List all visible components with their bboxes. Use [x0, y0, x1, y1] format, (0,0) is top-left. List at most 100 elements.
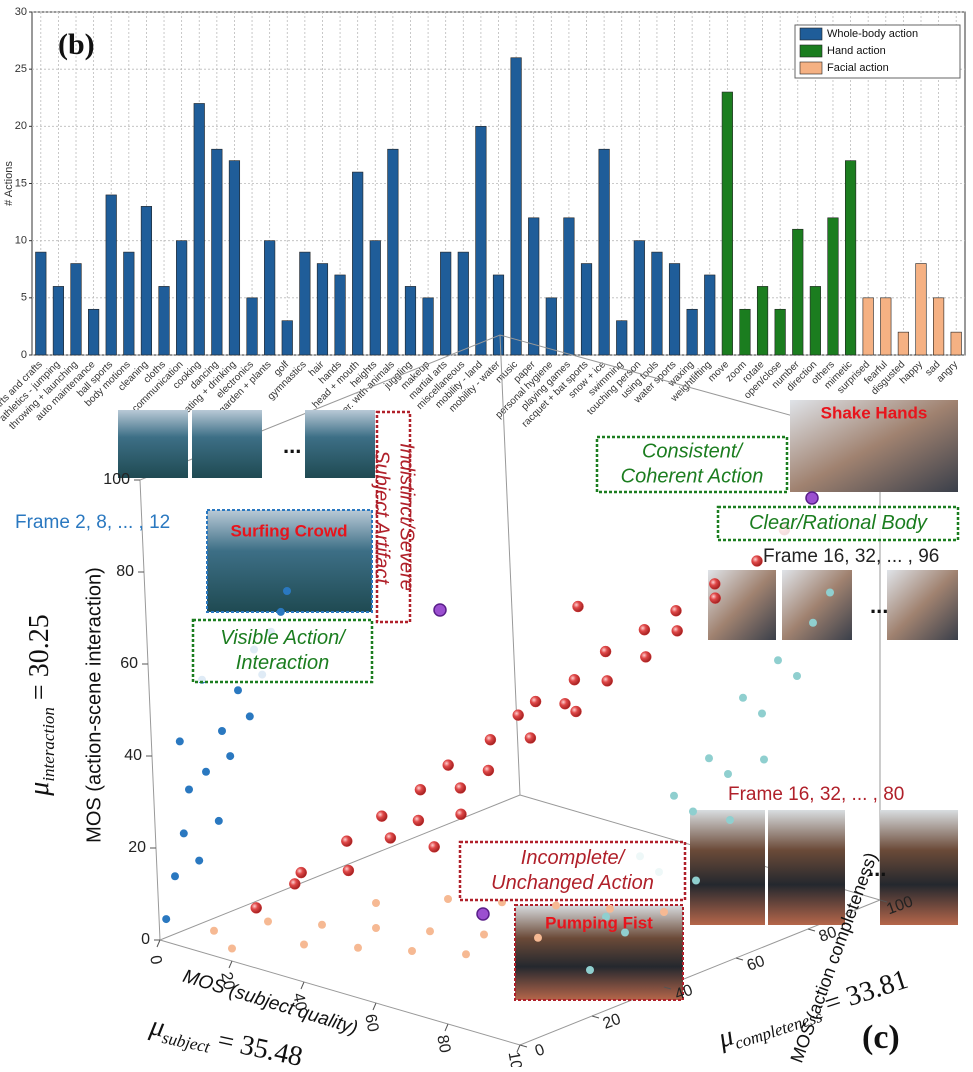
- frame-gap: ...: [868, 856, 886, 881]
- point: [429, 841, 440, 852]
- y-tick-label: 30: [15, 6, 27, 18]
- annotation-text: Unchanged Action: [491, 872, 654, 894]
- point: [709, 578, 720, 589]
- point: [660, 908, 668, 916]
- point: [710, 593, 721, 604]
- frame-photo: [305, 410, 375, 478]
- point: [672, 625, 683, 636]
- bar: [212, 149, 223, 355]
- point: [480, 931, 488, 939]
- legend-label: Hand action: [827, 45, 886, 57]
- panel-label: (c): [862, 1019, 900, 1056]
- point: [341, 836, 352, 847]
- bar: [599, 149, 610, 355]
- point: [692, 877, 700, 885]
- point: [376, 811, 387, 822]
- clip-title: Shake Hands: [821, 403, 928, 422]
- z-axis-label: MOS (action-scene interaction): [83, 567, 105, 843]
- y-tick-label: 20: [15, 120, 27, 132]
- point: [809, 619, 817, 627]
- bar: [845, 161, 856, 355]
- point: [705, 754, 713, 762]
- bar: [933, 298, 944, 355]
- bar: [951, 332, 962, 355]
- figure: arts and craftsathletics - jumpingthrowi…: [0, 0, 973, 1067]
- point: [354, 944, 362, 952]
- legend-swatch: [800, 62, 822, 74]
- frame-gap: ...: [870, 593, 888, 618]
- point: [296, 867, 307, 878]
- point: [602, 675, 613, 686]
- point: [606, 905, 614, 913]
- bar: [740, 309, 751, 355]
- mean-label: μinteraction = 30.25: [24, 614, 57, 796]
- point: [483, 765, 494, 776]
- annotation-text: Consistent/: [642, 440, 744, 462]
- bar: [352, 172, 363, 355]
- point: [180, 829, 188, 837]
- annotation-text: Clear/Rational Body: [749, 512, 928, 534]
- frame-photo: [690, 810, 765, 925]
- highlight-marker: [477, 908, 489, 920]
- bar: [335, 275, 346, 355]
- mean-value: = 30.25: [24, 614, 55, 707]
- point: [162, 915, 170, 923]
- point: [571, 706, 582, 717]
- highlight-marker: [434, 604, 446, 616]
- bar: [810, 286, 821, 355]
- y-tick: [736, 958, 743, 960]
- y-tick-label: 0: [533, 1041, 547, 1060]
- y-tick-label: 25: [15, 63, 27, 75]
- point: [318, 921, 326, 929]
- bar: [916, 264, 927, 355]
- point: [289, 878, 300, 889]
- bar: [652, 252, 663, 355]
- y-tick: [592, 1016, 599, 1018]
- bar: [704, 275, 715, 355]
- point: [462, 950, 470, 958]
- point: [573, 601, 584, 612]
- x-tick-label: 80: [433, 1034, 453, 1055]
- point: [246, 712, 254, 720]
- frame-label: Frame 16, 32, ... , 80: [728, 784, 904, 805]
- bar: [757, 286, 768, 355]
- point: [210, 927, 218, 935]
- bar: [88, 309, 99, 355]
- bar: [493, 275, 504, 355]
- point: [689, 808, 697, 816]
- point: [455, 782, 466, 793]
- bar: [564, 218, 575, 355]
- point: [793, 672, 801, 680]
- point: [234, 686, 242, 694]
- y-tick-label: 5: [21, 292, 27, 304]
- bar: [300, 252, 311, 355]
- z-tick-label: 60: [120, 655, 138, 672]
- point: [569, 674, 580, 685]
- mean-symbol: μ: [24, 782, 55, 797]
- point: [372, 899, 380, 907]
- frame-label: Frame 16, 32, ... , 96: [763, 546, 939, 567]
- annotation-text: Interaction: [236, 652, 329, 674]
- bar: [282, 321, 293, 355]
- bar: [159, 286, 170, 355]
- point: [444, 895, 452, 903]
- point: [300, 941, 308, 949]
- bar: [264, 241, 275, 355]
- point: [485, 734, 496, 745]
- x-tick: [301, 982, 304, 989]
- z-tick-label: 80: [116, 563, 134, 580]
- bar: [247, 298, 258, 355]
- frame-label: Frame 2, 8, ... , 12: [15, 512, 170, 533]
- z-tick-label: 0: [141, 931, 150, 948]
- mean-value: = 35.48: [208, 1024, 305, 1067]
- point: [639, 624, 650, 635]
- point: [171, 872, 179, 880]
- point: [513, 710, 524, 721]
- bar: [792, 229, 803, 355]
- bar: [687, 309, 698, 355]
- annotation-text: Subject Artifact: [371, 450, 393, 585]
- point: [670, 792, 678, 800]
- point: [413, 815, 424, 826]
- frame-photo: [782, 570, 852, 640]
